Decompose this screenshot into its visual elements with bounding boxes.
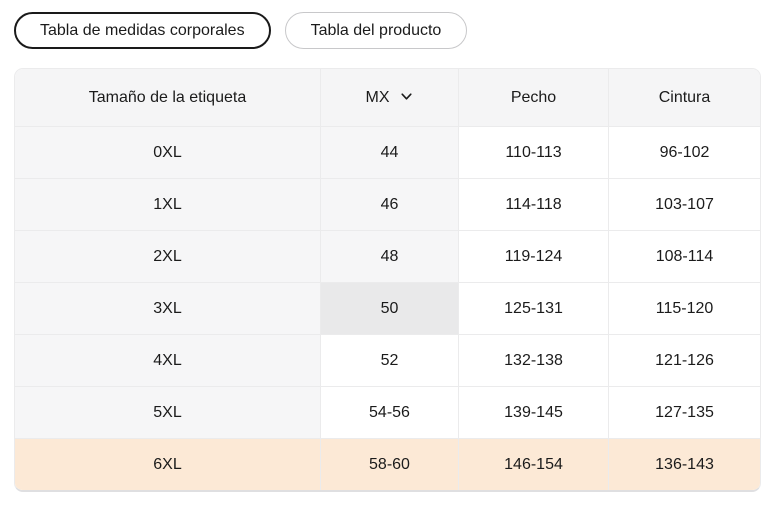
table-header-row: Tamaño de la etiqueta MX Pecho Cintura	[15, 69, 760, 126]
cell-mx-size[interactable]: 48	[320, 231, 458, 282]
cell-cintura[interactable]: 115-120	[608, 283, 760, 334]
table-row: 4XL 52 132-138 121-126	[15, 334, 760, 386]
table-row: 2XL 48 119-124 108-114	[15, 230, 760, 282]
cell-label-size[interactable]: 5XL	[15, 387, 320, 438]
table-row: 1XL 46 114-118 103-107	[15, 178, 760, 230]
cell-pecho[interactable]: 110-113	[458, 127, 608, 178]
size-system-selected-value: MX	[365, 88, 390, 106]
size-chart-table: Tamaño de la etiqueta MX Pecho Cintura 0…	[14, 68, 761, 492]
column-header-label-size: Tamaño de la etiqueta	[88, 88, 247, 106]
chevron-down-icon	[399, 89, 414, 109]
cell-cintura[interactable]: 127-135	[608, 387, 760, 438]
cell-pecho[interactable]: 125-131	[458, 283, 608, 334]
column-header-pecho: Pecho	[458, 69, 608, 126]
cell-mx-size[interactable]: 54-56	[320, 387, 458, 438]
cell-cintura[interactable]: 121-126	[608, 335, 760, 386]
size-system-dropdown[interactable]: MX	[320, 69, 458, 126]
cell-pecho[interactable]: 114-118	[458, 179, 608, 230]
cell-mx-size[interactable]: 58-60	[320, 439, 458, 490]
cell-cintura[interactable]: 103-107	[608, 179, 760, 230]
cell-cintura[interactable]: 108-114	[608, 231, 760, 282]
cell-mx-size[interactable]: 44	[320, 127, 458, 178]
cell-mx-size[interactable]: 50	[320, 283, 458, 334]
cell-label-size[interactable]: 0XL	[15, 127, 320, 178]
cell-label-size[interactable]: 4XL	[15, 335, 320, 386]
column-header-cintura: Cintura	[608, 69, 760, 126]
size-guide-panel: Tabla de medidas corporales Tabla del pr…	[0, 0, 776, 492]
cell-label-size[interactable]: 1XL	[15, 179, 320, 230]
size-table-tabs: Tabla de medidas corporales Tabla del pr…	[0, 0, 776, 49]
table-row: 0XL 44 110-113 96-102	[15, 126, 760, 178]
tab-body-measurements[interactable]: Tabla de medidas corporales	[14, 12, 271, 49]
cell-cintura[interactable]: 96-102	[608, 127, 760, 178]
cell-pecho[interactable]: 139-145	[458, 387, 608, 438]
cell-label-size[interactable]: 6XL	[15, 439, 320, 490]
cell-pecho[interactable]: 132-138	[458, 335, 608, 386]
table-row: 3XL 50 125-131 115-120	[15, 282, 760, 334]
cell-cintura[interactable]: 136-143	[608, 439, 760, 490]
cell-pecho[interactable]: 119-124	[458, 231, 608, 282]
tab-product-measurements[interactable]: Tabla del producto	[284, 12, 468, 49]
cell-label-size[interactable]: 3XL	[15, 283, 320, 334]
table-row: 5XL 54-56 139-145 127-135	[15, 386, 760, 438]
cell-mx-size[interactable]: 46	[320, 179, 458, 230]
table-body: 0XL 44 110-113 96-102 1XL 46 114-118 103-107 2XL…	[15, 126, 760, 490]
cell-mx-size[interactable]: 52	[320, 335, 458, 386]
cell-pecho[interactable]: 146-154	[458, 439, 608, 490]
cell-label-size[interactable]: 2XL	[15, 231, 320, 282]
table-row: 6XL 58-60 146-154 136-143	[15, 438, 760, 490]
